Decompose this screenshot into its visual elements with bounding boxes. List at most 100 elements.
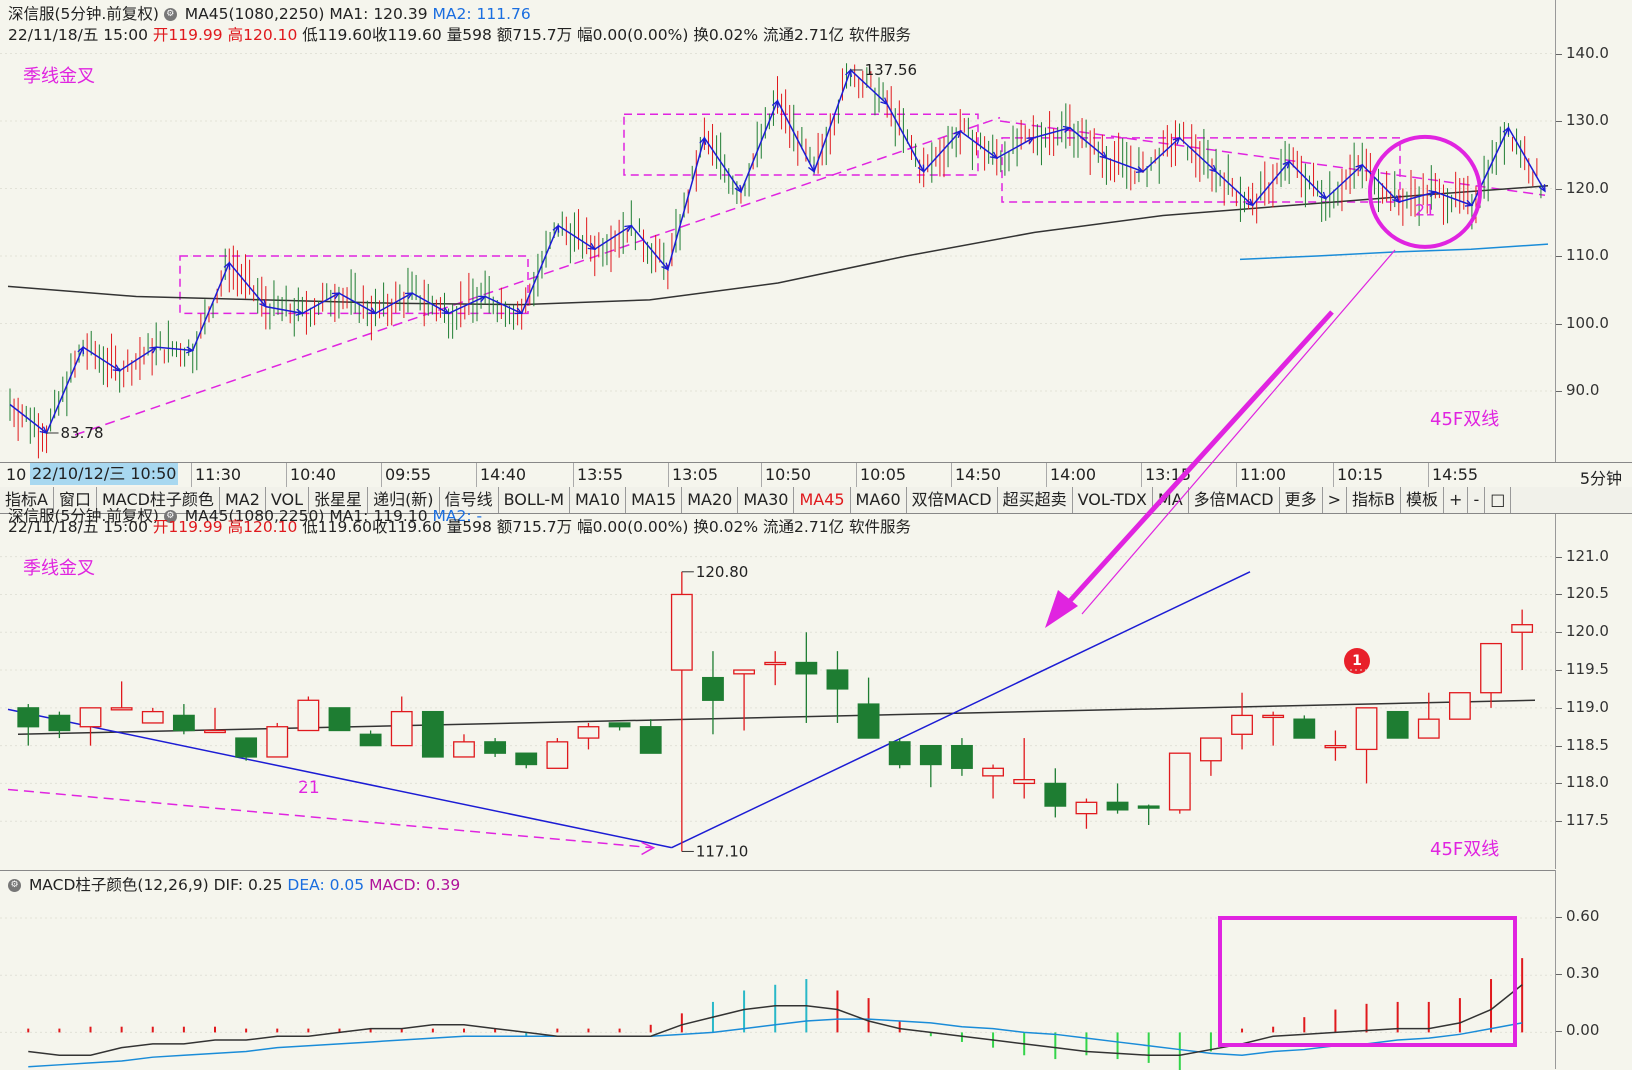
bottom-panel-title: 深信服(5分钟.前复权) bbox=[8, 507, 159, 525]
circle-wave-label: 21 bbox=[1415, 201, 1435, 220]
time-separator bbox=[951, 463, 952, 487]
bottom-candle-panel[interactable]: 深信服(5分钟.前复权) ⚙ MA45(1080,2250) MA1: 119.… bbox=[0, 507, 1560, 869]
wave-arrowhead bbox=[1245, 198, 1254, 207]
y-tick-label: 119.5 bbox=[1566, 660, 1609, 679]
time-axis-prefix: 10 bbox=[6, 465, 27, 484]
wave-arrowhead bbox=[808, 164, 815, 173]
tab-5[interactable]: 张星星 bbox=[309, 487, 369, 513]
wave-arrowhead bbox=[699, 136, 707, 145]
tab-8[interactable]: BOLL-M bbox=[499, 487, 570, 513]
tab-21[interactable]: > bbox=[1323, 487, 1348, 513]
y-tick-label: 0.00 bbox=[1566, 1021, 1600, 1040]
quote-open-label: 开 bbox=[152, 518, 169, 536]
highlight-circle bbox=[1368, 134, 1482, 249]
wave-arrowhead bbox=[953, 130, 962, 139]
top-ma1-value: MA1: 120.39 bbox=[329, 5, 428, 23]
top-ma2-value: MA2: 111.76 bbox=[432, 5, 531, 23]
wave-arrowhead bbox=[259, 299, 267, 308]
trendline-resistance bbox=[999, 120, 1546, 196]
tab-24[interactable]: + bbox=[1444, 487, 1469, 513]
quote-float-cap: 流通2.71亿 bbox=[763, 26, 845, 44]
time-axis-bar[interactable]: 10 22/10/12/三 10:50 5分钟 11:30 10:40 09:55 1… bbox=[0, 462, 1632, 488]
tab-11[interactable]: MA20 bbox=[682, 487, 739, 513]
tab-22[interactable]: 指标B bbox=[1347, 487, 1402, 513]
settings-gear-icon[interactable]: ⚙ bbox=[8, 879, 21, 892]
quote-high-label: 高 bbox=[227, 518, 244, 536]
tab-25[interactable]: - bbox=[1468, 487, 1486, 513]
candle-body bbox=[670, 593, 693, 671]
tab-9[interactable]: MA10 bbox=[570, 487, 627, 513]
tab-15[interactable]: 双倍MACD bbox=[907, 487, 998, 513]
wave-arrowhead bbox=[1062, 125, 1072, 133]
wave-arrowhead bbox=[112, 364, 121, 372]
tab-16[interactable]: 超买超卖 bbox=[998, 487, 1073, 513]
y-tick-label: 120.0 bbox=[1566, 622, 1609, 641]
top-price-chart[interactable]: 137.56 83.78 21 bbox=[0, 0, 1560, 462]
period-selector[interactable]: 5分钟 bbox=[1579, 469, 1622, 488]
tab-2[interactable]: MACD柱子颜色 bbox=[97, 487, 220, 513]
top-price-panel[interactable]: 深信服(5分钟.前复权) ⚙ MA45(1080,2250) MA1: 120.… bbox=[0, 0, 1560, 462]
candle-body bbox=[204, 729, 226, 734]
bottom-quote-line: 22/11/18/五 15:00 开119.99 高120.10 低119.60… bbox=[8, 517, 911, 537]
bottom-ma-config: MA45(1080,2250) bbox=[184, 507, 325, 525]
candle-body bbox=[453, 741, 475, 758]
settings-gear-icon[interactable]: ⚙ bbox=[163, 8, 177, 21]
candle-body bbox=[235, 737, 258, 758]
macd-dea-line bbox=[28, 1018, 1523, 1068]
candle-body bbox=[1511, 624, 1534, 633]
wave-arrowhead bbox=[404, 292, 414, 300]
wave-arrowhead bbox=[331, 292, 341, 300]
candle-body bbox=[982, 767, 1004, 777]
tab-6[interactable]: 递归(新) bbox=[368, 487, 440, 513]
time-tick-label: 14:00 bbox=[1050, 465, 1097, 484]
time-separator bbox=[573, 463, 574, 487]
time-separator bbox=[381, 463, 382, 487]
y-tick-mark bbox=[1556, 1031, 1562, 1033]
time-separator bbox=[476, 463, 477, 487]
tab-7[interactable]: 信号线 bbox=[440, 487, 499, 513]
tab-10[interactable]: MA15 bbox=[626, 487, 683, 513]
bottom-candle-chart[interactable]: 120.80 117.10 bbox=[0, 514, 1560, 869]
tab-17[interactable]: VOL-TDX bbox=[1073, 487, 1153, 513]
tab-14[interactable]: MA60 bbox=[851, 487, 907, 513]
tab-18[interactable]: MA bbox=[1153, 487, 1189, 513]
settings-gear-icon[interactable]: ⚙ bbox=[163, 510, 177, 523]
time-tick-label: 10:05 bbox=[860, 465, 907, 484]
bottom-ma2-value: MA2: - bbox=[432, 507, 483, 525]
wave-arrowhead bbox=[989, 151, 998, 160]
quote-sector: 软件服务 bbox=[849, 518, 912, 536]
candle-body bbox=[17, 707, 40, 728]
top-annotation-right: 45F双线 bbox=[1430, 409, 1500, 430]
tab-0[interactable]: 指标A bbox=[0, 487, 54, 513]
macd-panel[interactable]: ⚙ MACD柱子颜色(12,26,9) DIF: 0.25 DEA: 0.05 … bbox=[0, 870, 1560, 1070]
tab-26[interactable]: □ bbox=[1485, 487, 1512, 513]
time-separator bbox=[191, 463, 192, 487]
y-tick-label: 117.5 bbox=[1566, 811, 1609, 830]
tab-20[interactable]: 更多 bbox=[1280, 487, 1323, 513]
wave-arrowhead bbox=[478, 295, 487, 303]
candle-body bbox=[515, 752, 538, 766]
tab-4[interactable]: VOL bbox=[266, 487, 310, 513]
quote-date: 22/11/18/五 15:00 bbox=[8, 518, 148, 536]
wave-arrowhead bbox=[771, 99, 779, 108]
candle-body bbox=[421, 710, 444, 758]
tab-13[interactable]: MA45 bbox=[794, 487, 851, 513]
tab-12[interactable]: MA30 bbox=[738, 487, 795, 513]
consolidation-box bbox=[179, 255, 529, 315]
tab-23[interactable]: 模板 bbox=[1401, 487, 1445, 513]
ma-short-line bbox=[1239, 243, 1549, 261]
wave-arrowhead bbox=[1355, 163, 1364, 172]
macd-chart[interactable] bbox=[0, 871, 1560, 1070]
quote-turnover: 换0.02% bbox=[693, 26, 759, 44]
tab-19[interactable]: 多倍MACD bbox=[1189, 487, 1280, 513]
wave-arrowhead bbox=[661, 262, 669, 271]
y-tick-label: 0.60 bbox=[1566, 907, 1600, 926]
macd-header: ⚙ MACD柱子颜色(12,26,9) DIF: 0.25 DEA: 0.05 … bbox=[8, 875, 460, 895]
tab-1[interactable]: 窗口 bbox=[54, 487, 97, 513]
time-tick-label: 09:55 bbox=[385, 465, 432, 484]
ma-long-line bbox=[7, 185, 1549, 306]
quote-high: 120.10 bbox=[243, 518, 298, 536]
tab-3[interactable]: MA2 bbox=[220, 487, 266, 513]
macd-dif-line bbox=[28, 984, 1523, 1057]
candle-body bbox=[359, 733, 382, 747]
